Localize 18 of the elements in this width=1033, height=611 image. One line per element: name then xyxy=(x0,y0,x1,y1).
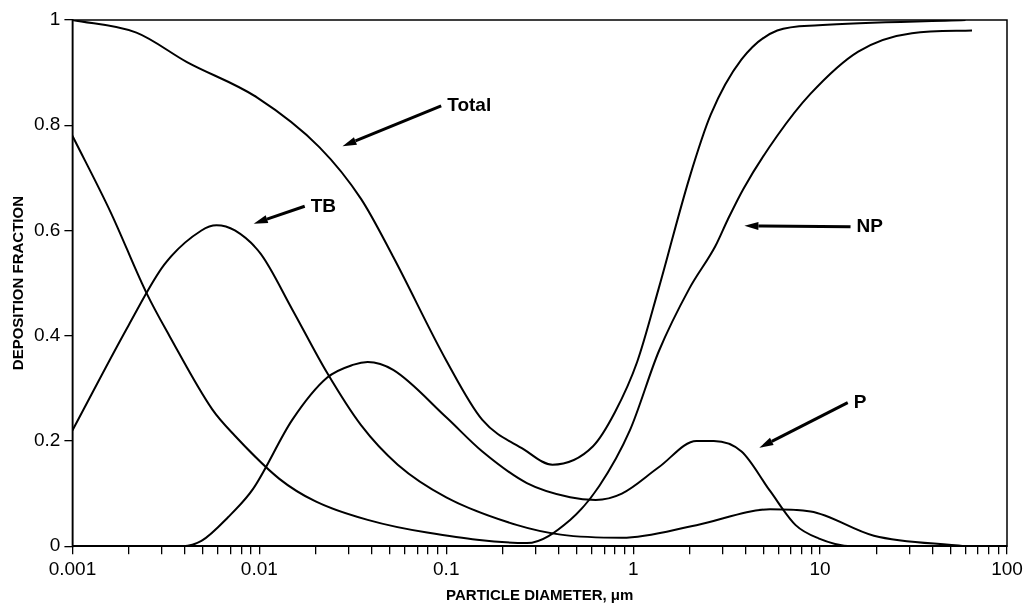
x-tick-label: 0.01 xyxy=(240,557,278,579)
y-tick-label: 1 xyxy=(49,8,61,30)
x-tick-label: 0.1 xyxy=(433,557,460,579)
x-axis-title: PARTICLE DIAMETER, μm xyxy=(446,586,634,604)
annotation: TB xyxy=(310,194,337,216)
y-tick-label: 0.2 xyxy=(33,429,61,451)
annotation: P xyxy=(853,390,867,412)
x-tick-label: 0.001 xyxy=(48,557,97,579)
y-tick-label: 0.4 xyxy=(33,323,61,345)
x-tick-label: 100 xyxy=(991,557,1023,579)
y-tick-label: 0.8 xyxy=(33,113,61,135)
y-tick-label: 0.6 xyxy=(33,218,61,240)
annotation: Total xyxy=(447,94,492,115)
x-tick-label: 10 xyxy=(809,557,831,579)
y-tick-label: 0 xyxy=(49,534,61,556)
annotation: NP xyxy=(856,215,884,237)
y-axis-title: DEPOSITION FRACTION xyxy=(9,196,27,371)
x-tick-label: 1 xyxy=(627,557,639,579)
